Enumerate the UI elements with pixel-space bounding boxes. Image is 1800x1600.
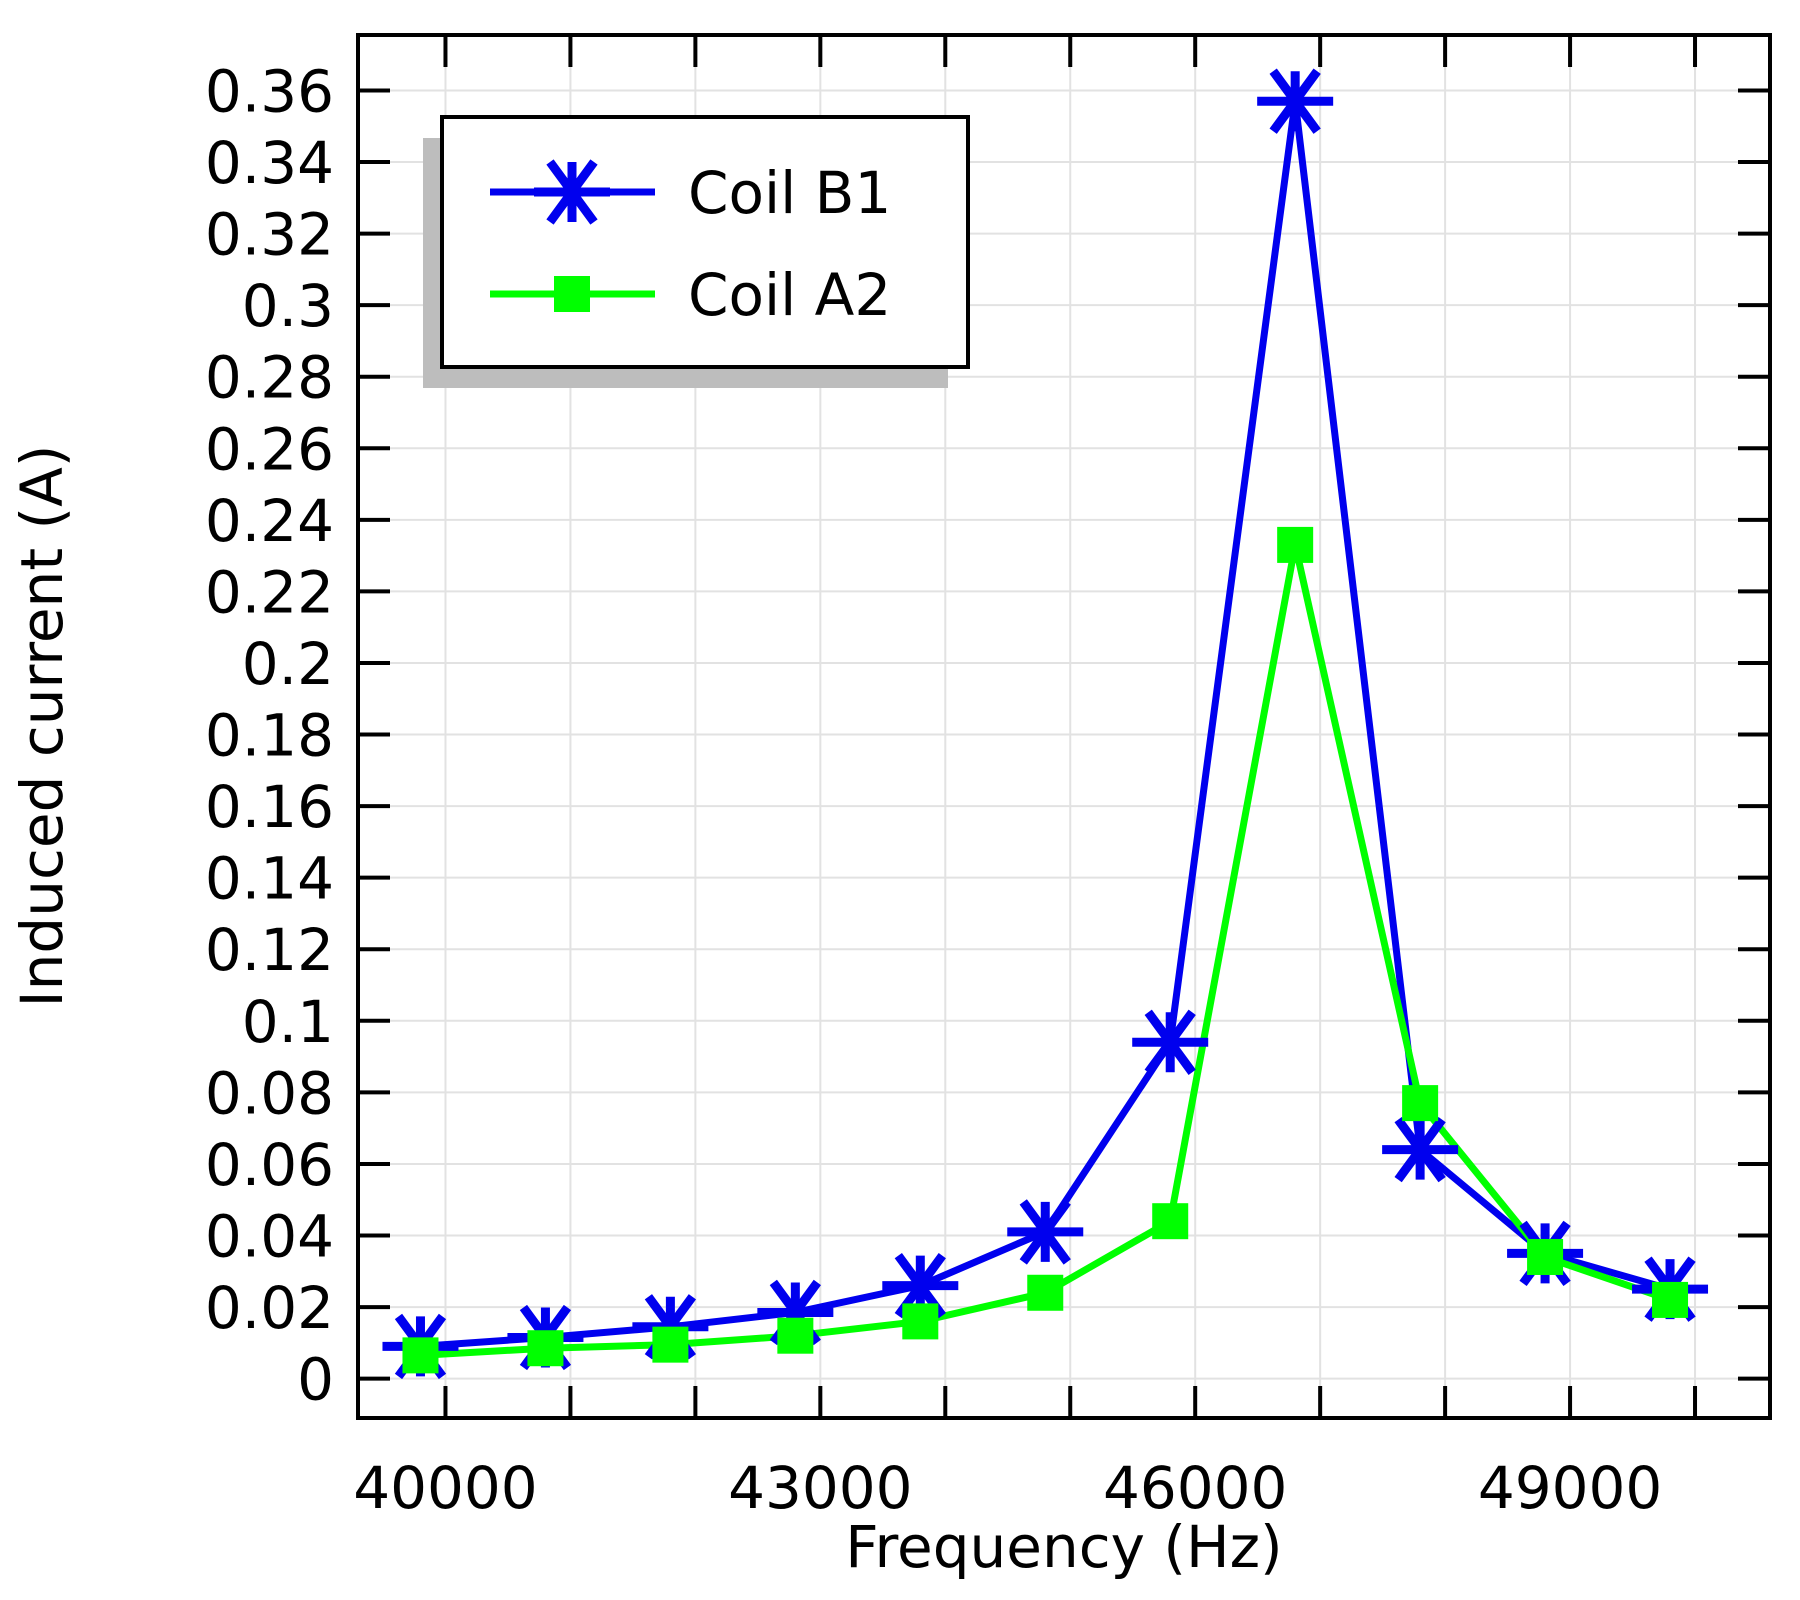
y-tick-label: 0.28 <box>205 344 334 412</box>
x-tick-label: 49000 <box>1478 1454 1663 1522</box>
data-point-coil-a2 <box>527 1330 564 1367</box>
y-tick-label: 0.08 <box>205 1059 334 1127</box>
y-tick-label: 0.22 <box>205 558 334 626</box>
plot-frame <box>356 33 1772 1420</box>
y-tick-label: 0.06 <box>205 1131 334 1199</box>
x-axis-title: Frequency (Hz) <box>845 1513 1282 1581</box>
legend-marker-coil-a2 <box>554 276 590 312</box>
y-tick-label: 0.32 <box>205 201 334 269</box>
legend-marker-coil-b1 <box>534 159 610 225</box>
data-point-coil-b1 <box>1382 1116 1459 1183</box>
legend: Coil B1 Coil A2 <box>423 115 970 388</box>
y-tick-label: 0.12 <box>205 916 334 984</box>
y-tick-label: 0.3 <box>242 272 334 340</box>
y-tick-label: 0.26 <box>205 415 334 483</box>
y-tick-label: 0.2 <box>242 630 334 698</box>
marker-stroke <box>1019 1199 1071 1265</box>
x-tick-label: 40000 <box>353 1454 538 1522</box>
legend-label-coil-a2: Coil A2 <box>688 261 891 329</box>
data-point-coil-a2 <box>1527 1238 1564 1275</box>
y-tick-label: 0.24 <box>205 487 334 555</box>
y-tick-label: 0 <box>297 1346 334 1414</box>
data-point-coil-a2 <box>1402 1085 1439 1122</box>
legend-label-coil-b1: Coil B1 <box>688 159 891 227</box>
y-tick-label: 0.18 <box>205 702 334 770</box>
data-point-coil-a2 <box>902 1303 939 1340</box>
marker-stroke <box>1394 1116 1446 1183</box>
y-tick-label: 0.14 <box>205 845 334 913</box>
legend-asterisk-shape <box>534 159 610 225</box>
marker-stroke <box>546 159 598 225</box>
data-point-coil-a2 <box>1652 1281 1689 1318</box>
data-point-coil-a2 <box>777 1317 814 1354</box>
y-axis-title: Induced current (A) <box>8 445 76 1008</box>
data-point-coil-a2 <box>652 1326 689 1363</box>
x-tick-label: 43000 <box>728 1454 913 1522</box>
tick-layer: 40000 43000 46000 4900000.020.040.060.080.1… <box>205 35 1770 1522</box>
legend-box <box>440 115 970 369</box>
y-tick-label: 0.36 <box>205 57 334 125</box>
y-tick-label: 0.34 <box>205 129 334 197</box>
data-point-coil-b1 <box>1007 1199 1084 1265</box>
y-tick-label: 0.1 <box>242 988 334 1056</box>
x-tick-label: 46000 <box>1103 1454 1288 1522</box>
y-tick-label: 0.02 <box>205 1274 334 1342</box>
series-layer <box>382 68 1709 1380</box>
marker-stroke <box>1144 1009 1196 1075</box>
data-point-coil-b1 <box>1257 68 1334 134</box>
y-tick-label: 0.16 <box>205 773 334 841</box>
data-point-coil-a2 <box>402 1337 439 1374</box>
y-tick-label: 0.04 <box>205 1203 334 1271</box>
marker-stroke <box>1269 68 1321 134</box>
data-point-coil-a2 <box>1152 1203 1189 1240</box>
data-point-coil-b1 <box>1132 1009 1209 1075</box>
data-point-coil-a2 <box>1277 526 1314 563</box>
data-point-coil-a2 <box>1027 1274 1064 1311</box>
